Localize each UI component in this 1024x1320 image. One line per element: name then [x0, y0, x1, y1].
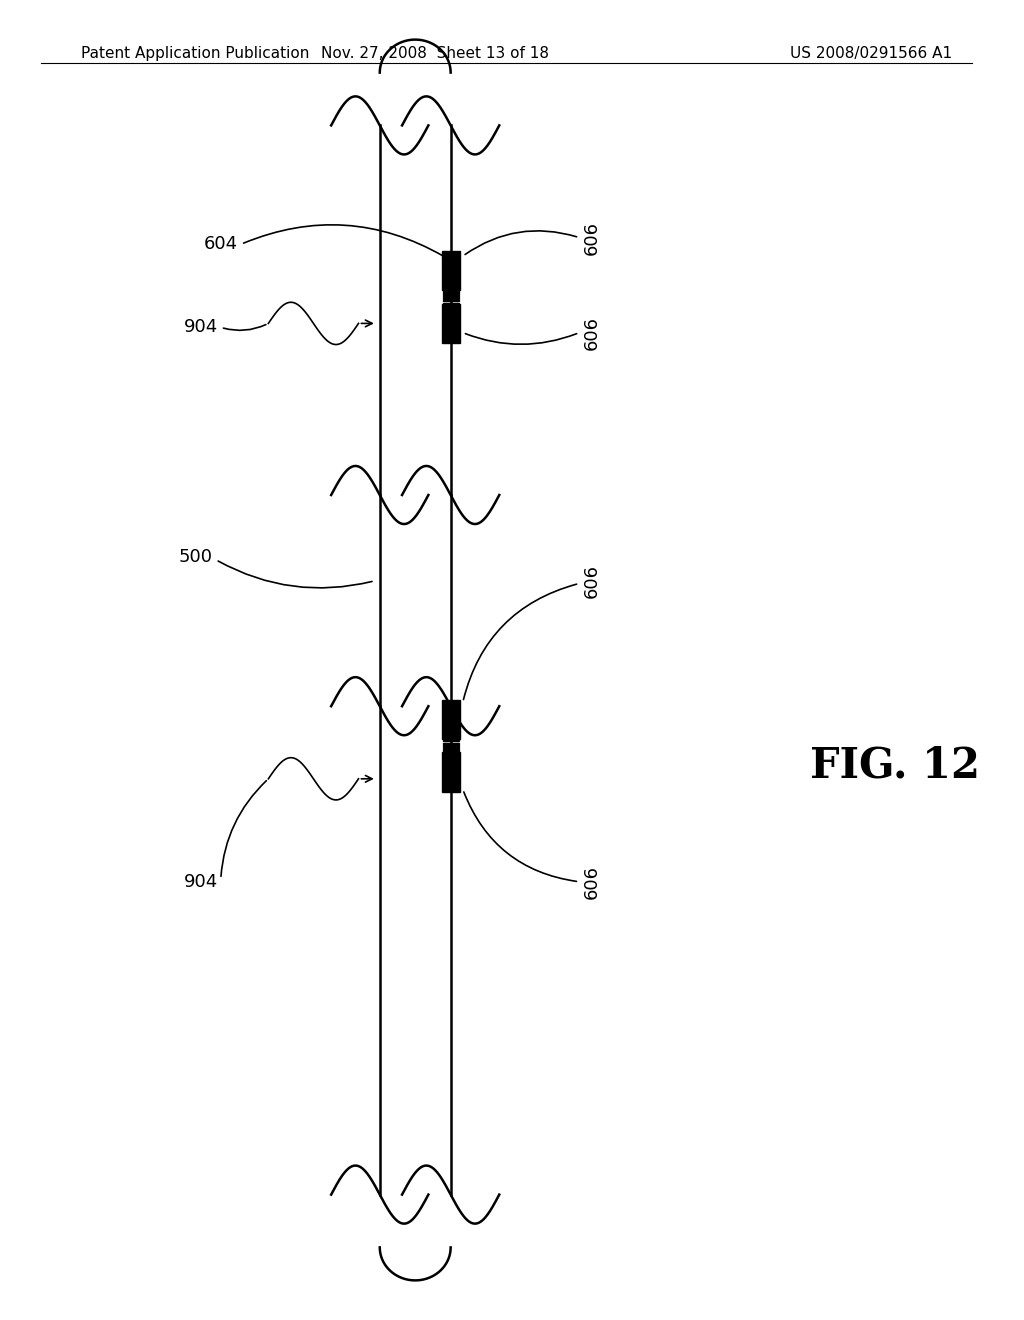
- Bar: [441, 251, 460, 290]
- Text: Nov. 27, 2008  Sheet 13 of 18: Nov. 27, 2008 Sheet 13 of 18: [322, 46, 550, 61]
- Text: FIG. 12: FIG. 12: [810, 744, 980, 787]
- Text: 606: 606: [583, 220, 600, 255]
- Text: US 2008/0291566 A1: US 2008/0291566 A1: [790, 46, 952, 61]
- Text: 604: 604: [204, 235, 238, 253]
- Bar: [441, 304, 460, 343]
- Text: 500: 500: [178, 548, 213, 566]
- Text: Patent Application Publication: Patent Application Publication: [81, 46, 309, 61]
- Text: 904: 904: [183, 873, 218, 891]
- Text: 606: 606: [583, 564, 600, 598]
- Text: 904: 904: [183, 318, 218, 337]
- Bar: [441, 700, 460, 739]
- Text: 606: 606: [583, 315, 600, 350]
- Text: 606: 606: [583, 865, 600, 899]
- Bar: [441, 752, 460, 792]
